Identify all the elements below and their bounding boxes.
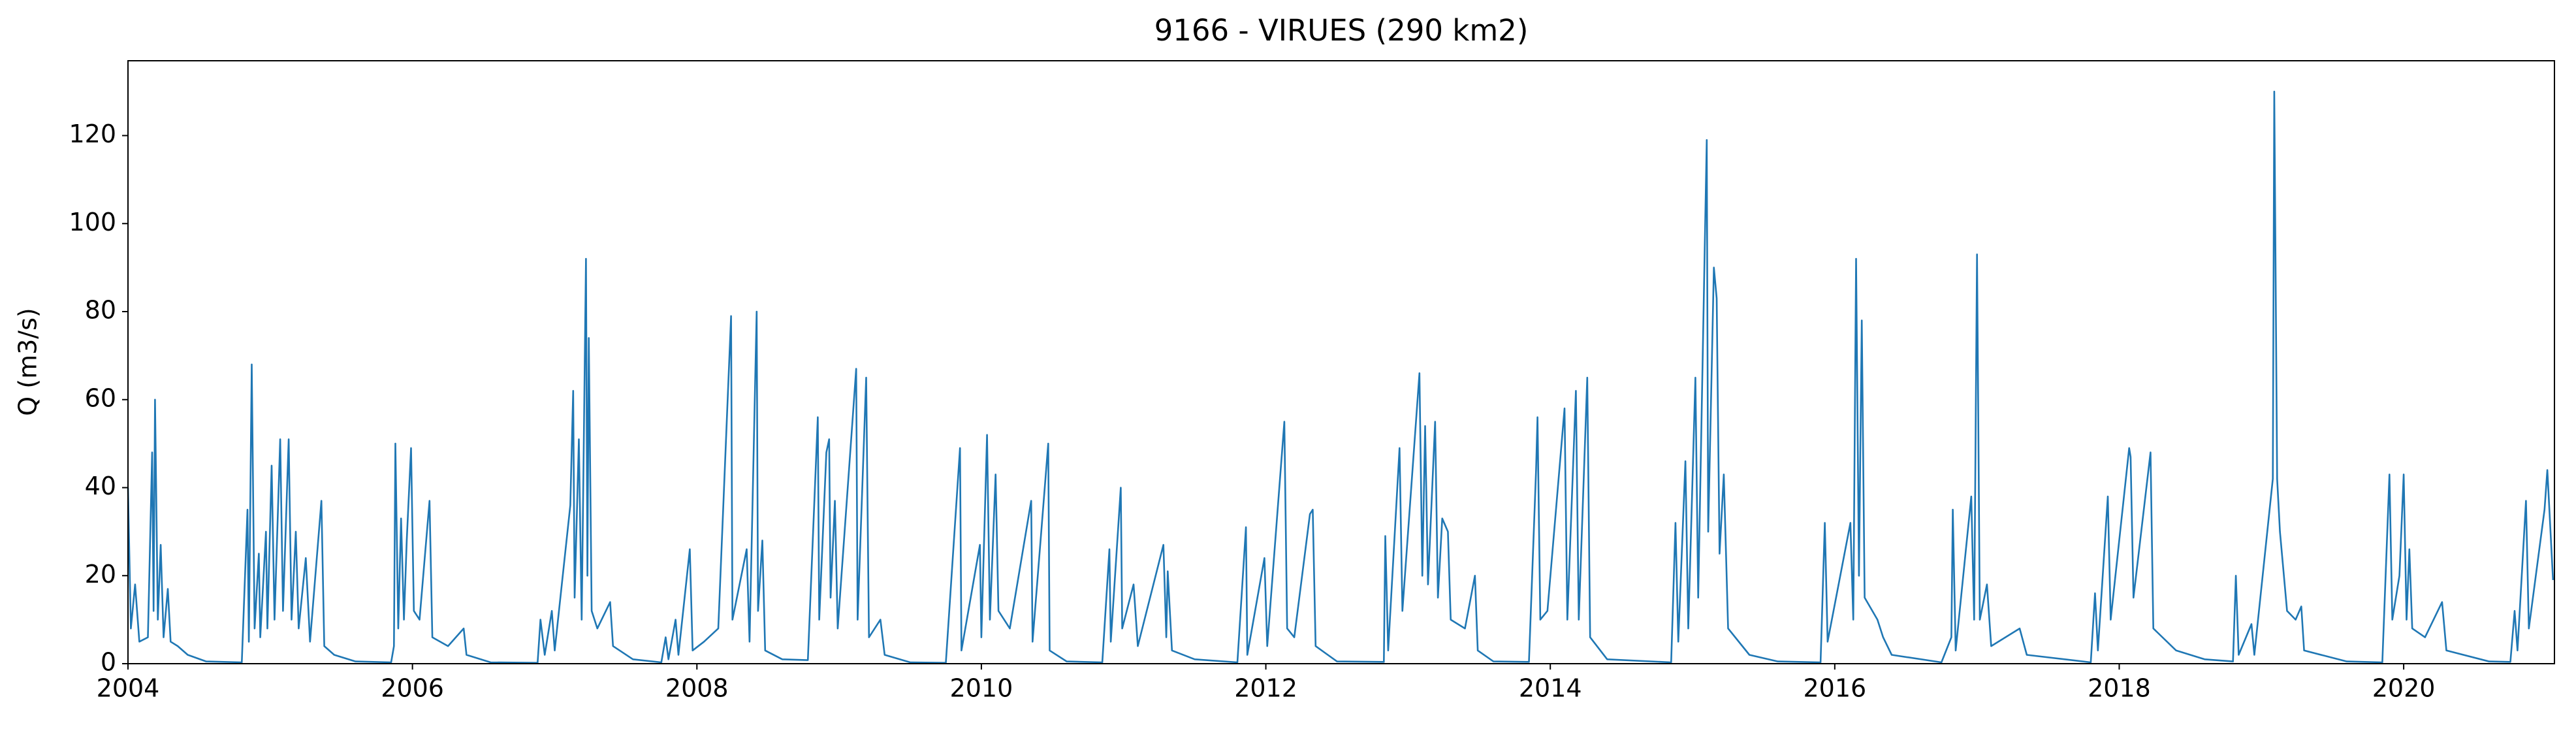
y-tick-label: 80 (85, 296, 116, 325)
x-tick-label: 2018 (2088, 674, 2151, 703)
x-tick-label: 2010 (950, 674, 1013, 703)
chart-title: 9166 - VIRUES (290 km2) (1154, 13, 1529, 48)
x-tick-label: 2004 (97, 674, 160, 703)
y-tick-label: 60 (85, 383, 116, 412)
y-tick-label: 20 (85, 560, 116, 589)
flow-line (127, 90, 2554, 664)
x-tick-label: 2012 (1234, 674, 1297, 703)
y-tick-label: 40 (85, 472, 116, 500)
y-axis-label: Q (m3/s) (14, 308, 42, 415)
y-tick-label: 120 (69, 120, 116, 148)
y-tick-label: 0 (101, 648, 116, 677)
x-tick-label: 2006 (381, 674, 444, 703)
x-tick-label: 2020 (2372, 674, 2436, 703)
plot-frame (127, 60, 2555, 664)
x-tick-label: 2008 (665, 674, 729, 703)
x-tick-label: 2014 (1519, 674, 1582, 703)
x-tick-label: 2016 (1803, 674, 1866, 703)
y-tick-label: 100 (69, 208, 116, 236)
